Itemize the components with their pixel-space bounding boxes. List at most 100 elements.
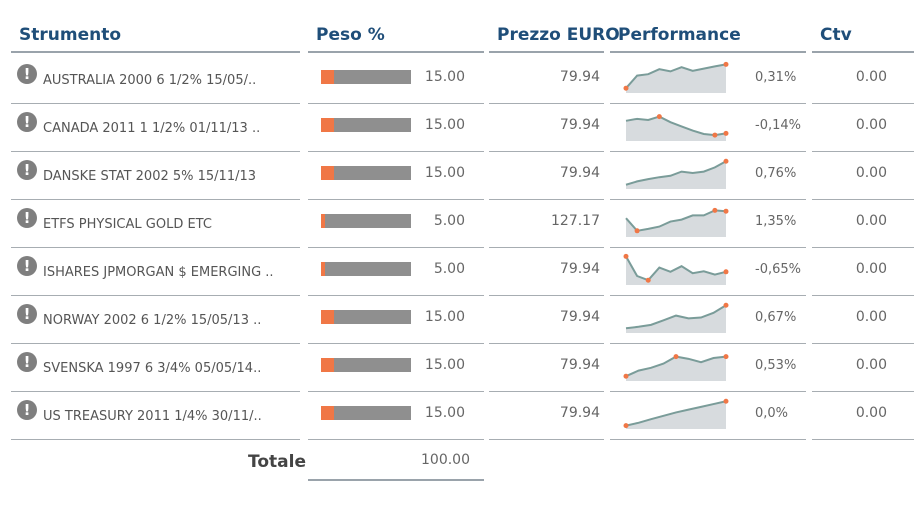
- weight-bar: [321, 166, 411, 180]
- header-weight-label: Peso %: [316, 25, 385, 45]
- row-divider: [308, 103, 484, 104]
- performance-value: 0,31%: [755, 70, 797, 85]
- weight-value: 15.00: [424, 117, 465, 133]
- ctv-value: 0.00: [855, 69, 887, 85]
- row-divider: [812, 199, 914, 200]
- weight-value: 5.00: [433, 261, 465, 277]
- total-divider: [308, 479, 484, 481]
- instrument-name[interactable]: ETFS PHYSICAL GOLD ETC: [43, 217, 212, 232]
- warning-icon[interactable]: !: [17, 352, 37, 372]
- sparkline-line: [625, 255, 727, 282]
- sparkline-marker: [723, 130, 729, 136]
- instrument-name[interactable]: DANSKE STAT 2002 5% 15/11/13: [43, 169, 257, 184]
- row-divider: [308, 151, 484, 152]
- row-divider: [489, 151, 604, 152]
- weight-bar: [321, 406, 411, 420]
- performance-value: 0,53%: [755, 358, 797, 373]
- weight-bar-fill: [321, 310, 334, 324]
- weight-bar-fill: [321, 358, 334, 372]
- ctv-value: 0.00: [855, 117, 887, 133]
- performance-value: 0,0%: [755, 406, 789, 421]
- warning-icon[interactable]: !: [17, 160, 37, 180]
- performance-value: -0,14%: [755, 118, 801, 133]
- sparkline-line: [625, 304, 727, 330]
- weight-bar: [321, 310, 411, 324]
- row-divider: [610, 199, 806, 200]
- performance-sparkline: [625, 114, 729, 141]
- warning-icon[interactable]: !: [17, 112, 37, 132]
- sparkline-marker: [623, 373, 629, 379]
- weight-bar-fill: [321, 118, 334, 132]
- total-label: Totale: [248, 452, 306, 472]
- price-value: 79.94: [559, 261, 600, 277]
- instrument-name[interactable]: SVENSKA 1997 6 3/4% 05/05/14..: [43, 361, 262, 376]
- price-value: 79.94: [559, 405, 600, 421]
- ctv-value: 0.00: [855, 405, 887, 421]
- performance-sparkline: [625, 207, 729, 237]
- warning-icon[interactable]: !: [17, 64, 37, 84]
- row-divider: [610, 103, 806, 104]
- weight-value: 15.00: [424, 69, 465, 85]
- sparkline-area: [626, 116, 726, 141]
- sparkline-marker: [634, 228, 640, 234]
- sparkline-line: [625, 400, 727, 427]
- header-performance-label: Performance: [618, 25, 741, 45]
- sparkline-marker: [623, 85, 629, 91]
- warning-icon[interactable]: !: [17, 400, 37, 420]
- instrument-name[interactable]: AUSTRALIA 2000 6 1/2% 15/05/..: [43, 73, 257, 88]
- weight-bar: [321, 358, 411, 372]
- instrument-name[interactable]: US TREASURY 2011 1/4% 30/11/..: [43, 409, 262, 424]
- header-price[interactable]: Prezzo EURO: [489, 25, 620, 53]
- row-divider: [610, 295, 806, 296]
- weight-bar: [321, 214, 411, 228]
- price-value: 79.94: [559, 357, 600, 373]
- performance-value: 0,76%: [755, 166, 797, 181]
- row-divider: [489, 439, 604, 440]
- row-divider: [489, 391, 604, 392]
- warning-icon[interactable]: !: [17, 304, 37, 324]
- row-divider: [812, 439, 914, 440]
- sparkline-marker: [623, 423, 629, 429]
- weight-value: 15.00: [424, 309, 465, 325]
- row-divider: [11, 295, 300, 296]
- weight-bar-fill: [321, 70, 334, 84]
- instrument-name[interactable]: CANADA 2011 1 1/2% 01/11/13 ..: [43, 121, 261, 136]
- price-value: 79.94: [559, 117, 600, 133]
- sparkline-line: [625, 209, 727, 232]
- price-value: 127.17: [551, 213, 600, 229]
- sparkline-marker: [712, 132, 718, 138]
- row-divider: [308, 295, 484, 296]
- row-divider: [489, 343, 604, 344]
- weight-bar-fill: [321, 166, 334, 180]
- sparkline-area: [626, 356, 726, 381]
- weight-bar: [321, 70, 411, 84]
- sparkline-line: [625, 63, 727, 89]
- row-divider: [11, 439, 300, 440]
- sparkline-marker: [656, 114, 662, 120]
- header-weight[interactable]: Peso %: [308, 25, 484, 53]
- instrument-name[interactable]: ISHARES JPMORGAN $ EMERGING ..: [43, 265, 274, 280]
- row-divider: [308, 439, 484, 440]
- row-divider: [489, 199, 604, 200]
- weight-bar-fill: [321, 214, 326, 228]
- sparkline-marker: [623, 253, 629, 259]
- row-divider: [489, 295, 604, 296]
- warning-icon[interactable]: !: [17, 208, 37, 228]
- row-divider: [610, 439, 806, 440]
- sparkline-area: [626, 210, 726, 237]
- row-divider: [812, 295, 914, 296]
- header-ctv[interactable]: Ctv: [812, 25, 914, 53]
- price-value: 79.94: [559, 165, 600, 181]
- instrument-name[interactable]: NORWAY 2002 6 1/2% 15/05/13 ..: [43, 313, 262, 328]
- row-divider: [812, 103, 914, 104]
- performance-sparkline: [625, 158, 729, 189]
- weight-bar-fill: [321, 406, 334, 420]
- warning-icon[interactable]: !: [17, 256, 37, 276]
- row-divider: [11, 343, 300, 344]
- header-performance[interactable]: Performance: [610, 25, 806, 53]
- row-divider: [308, 199, 484, 200]
- weight-value: 15.00: [424, 357, 465, 373]
- row-divider: [308, 343, 484, 344]
- row-divider: [812, 343, 914, 344]
- header-instrument[interactable]: Strumento: [11, 25, 300, 53]
